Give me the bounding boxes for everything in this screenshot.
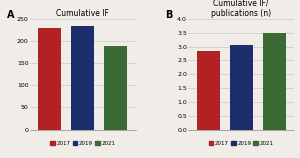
- Bar: [263, 33, 286, 130]
- Bar: [38, 28, 61, 130]
- Legend: 2017, 2019, 2021: 2017, 2019, 2021: [50, 141, 115, 146]
- Title: Cumulative IF/
publications (n): Cumulative IF/ publications (n): [211, 0, 271, 18]
- Bar: [230, 45, 253, 130]
- Bar: [71, 26, 94, 130]
- Text: B: B: [165, 10, 172, 20]
- Legend: 2017, 2019, 2021: 2017, 2019, 2021: [209, 141, 274, 146]
- Title: Cumulative IF: Cumulative IF: [56, 9, 109, 18]
- Text: A: A: [7, 10, 14, 20]
- Bar: [197, 51, 220, 130]
- Bar: [104, 46, 127, 130]
